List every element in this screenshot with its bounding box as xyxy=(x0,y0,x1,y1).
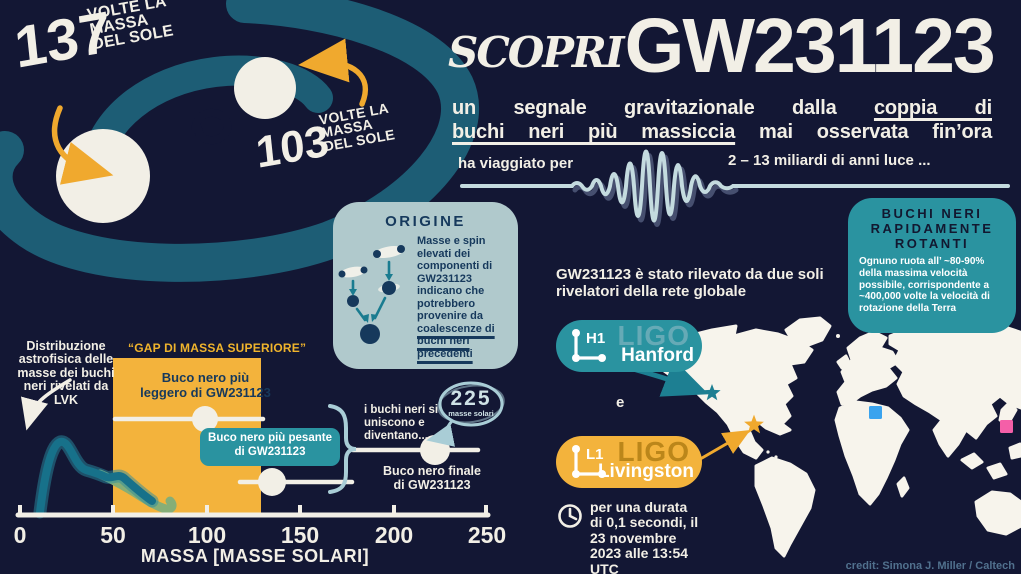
duration-text: per una durata di 0,1 secondi, il 23 nov… xyxy=(590,499,699,574)
label-final-bh: Buco nero finale di GW231123 xyxy=(383,464,481,492)
page-title: SCOPRI GW231123 xyxy=(448,3,996,89)
clock-icon xyxy=(558,504,582,528)
tick-0: 0 xyxy=(13,522,27,548)
brace-icon xyxy=(328,404,357,494)
interferometer-icon xyxy=(572,445,606,478)
point-heavier xyxy=(258,468,286,496)
arrow-bubble-icon xyxy=(426,419,456,447)
travel-label: ha viaggiato per xyxy=(458,155,574,172)
arrow-to-137-icon xyxy=(51,105,114,185)
map-africa xyxy=(834,400,910,506)
distribution-label: Distribuzione astrofisica delle masse de… xyxy=(17,339,115,407)
map-madagascar xyxy=(896,476,910,498)
ligo-hanford-pill: H1 LIGO Hanford xyxy=(556,320,702,372)
black-hole-103-circle xyxy=(234,57,296,119)
map-south-america xyxy=(754,456,816,558)
label-heavier-bh: Buco nero più pesante di GW231123 xyxy=(200,428,340,466)
subtitle-line1-underlined: coppia di xyxy=(873,97,992,119)
kagra-square-marker xyxy=(1000,420,1013,433)
ligo-livingston-pill: L1 LIGO Livingston xyxy=(556,436,702,488)
livingston-code: L1 xyxy=(586,446,604,463)
credit: credit: Simona J. Miller / Caltech xyxy=(845,560,1015,572)
map-uk xyxy=(836,354,852,370)
black-hole-137-circle xyxy=(56,129,150,223)
map-japan xyxy=(998,400,1018,426)
world-map xyxy=(652,316,1021,558)
subtitle-line2-underlined: buchi neri più massiccia xyxy=(452,121,736,144)
tick-100: 100 xyxy=(187,522,227,548)
origin-body-text: Masse e spin elevati dei componenti di G… xyxy=(417,235,493,323)
origin-box: ORIGINE Masse e spin elevati dei compone… xyxy=(333,202,518,369)
subtitle-line2: mai osservata fin’ora xyxy=(735,121,992,144)
interferometer-icon xyxy=(572,329,606,362)
subtitle: un segnale gravitazionale dalla coppia d… xyxy=(452,96,992,145)
tick-200: 200 xyxy=(374,522,414,548)
tick-50: 50 xyxy=(100,522,126,548)
travel-distance: 2 – 13 miliardi di anni luce ... xyxy=(728,152,931,169)
map-greenland xyxy=(784,316,832,348)
bubble-225: 225 masse solari xyxy=(438,388,504,418)
point-lighter xyxy=(192,406,218,432)
arrow-to-103-icon xyxy=(298,38,369,107)
bubble-value: 225 xyxy=(450,387,492,410)
map-asia xyxy=(888,320,1021,458)
hanford-brand: LIGO xyxy=(617,320,690,351)
bubble-unit: masse solari xyxy=(448,409,494,418)
waveform-icon xyxy=(460,149,1010,227)
origin-title: ORIGINE xyxy=(385,213,466,230)
origin-body-underlined: coalescenze di buchi neri precedenti xyxy=(417,322,495,360)
merge-note: i buchi neri si uniscono e diventano... xyxy=(364,404,439,442)
spinning-box: BUCHI NERI RAPIDAMENTE ROTANTI Ognuno ru… xyxy=(848,198,1016,333)
subtitle-line1: un segnale gravitazionale dalla xyxy=(452,97,874,119)
map-europe xyxy=(836,330,900,406)
distribution-curve xyxy=(36,437,156,516)
bubble-225-outline xyxy=(438,381,504,427)
x-axis-label: MASSA [MASSE SOLARI] xyxy=(140,546,370,566)
mass-chart xyxy=(15,358,505,519)
spinning-body: Ognuno ruota all’ ~80-90% della massima … xyxy=(859,256,990,315)
hanford-code: H1 xyxy=(586,330,606,347)
detection-heading: GW231123 è stato rilevato da due soli ri… xyxy=(556,266,824,300)
merger-tree-diagram xyxy=(338,245,405,344)
spinning-title: BUCHI NERI RAPIDAMENTE ROTANTI xyxy=(870,206,994,251)
livingston-site: Livingston xyxy=(597,461,694,482)
virgo-square-marker xyxy=(869,406,882,419)
map-australia xyxy=(974,490,1021,536)
title-scopri: SCOPRI xyxy=(448,27,624,77)
galaxy-center-swirl-icon xyxy=(191,108,232,145)
title-gw231123: GW231123 xyxy=(624,3,995,89)
arrow-distribution-icon xyxy=(20,378,72,431)
hanford-site: Hanford xyxy=(621,345,694,366)
label-lighter-bh: Buco nero più leggero di GW231123 xyxy=(140,370,271,400)
conjunction-e: e xyxy=(616,394,625,411)
livingston-brand: LIGO xyxy=(617,436,690,467)
tick-150: 150 xyxy=(280,522,320,548)
tick-250: 250 xyxy=(467,522,507,548)
x-axis-ticks xyxy=(18,505,488,513)
mass-gap-title: “GAP DI MASSA SUPERIORE” xyxy=(128,341,307,355)
arrow-livingston-icon xyxy=(700,429,751,460)
